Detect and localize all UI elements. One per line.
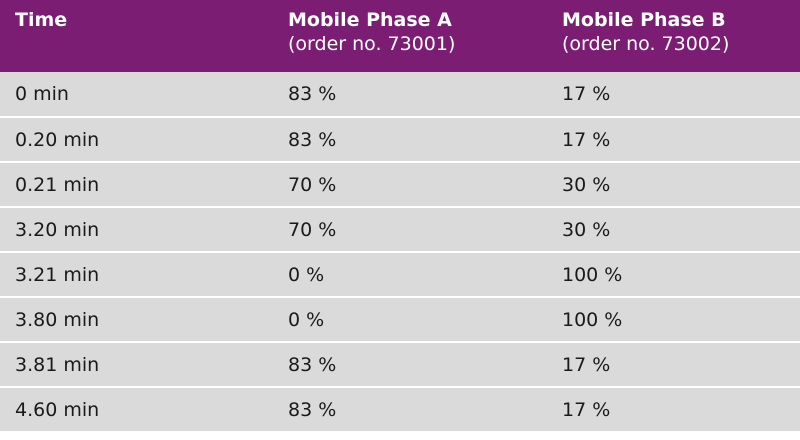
cell-phase-a: 0 % bbox=[288, 263, 325, 286]
table-row: 4.60 min 83 % 17 % bbox=[0, 387, 800, 432]
cell-phase-b: 17 % bbox=[562, 353, 611, 376]
cell-phase-b: 30 % bbox=[562, 218, 611, 241]
cell-phase-a: 70 % bbox=[288, 218, 337, 241]
table-row: 0.21 min 70 % 30 % bbox=[0, 162, 800, 207]
cell-phase-a: 70 % bbox=[288, 173, 337, 196]
table-row: 0.20 min 83 % 17 % bbox=[0, 117, 800, 162]
cell-time: 0 min bbox=[15, 83, 69, 105]
table-row: 3.20 min 70 % 30 % bbox=[0, 207, 800, 252]
cell-phase-b: 100 % bbox=[562, 308, 623, 331]
header-mobile-phase-a: Mobile Phase A (order no. 73001) bbox=[288, 0, 562, 72]
header-mobile-phase-a-title: Mobile Phase A bbox=[288, 9, 452, 31]
header-time: Time bbox=[0, 0, 288, 72]
cell-time: 3.81 min bbox=[15, 353, 100, 376]
cell-phase-a: 83 % bbox=[288, 398, 337, 421]
cell-phase-a: 83 % bbox=[288, 128, 337, 151]
cell-time: 4.60 min bbox=[15, 398, 100, 421]
header-time-title: Time bbox=[15, 9, 68, 31]
cell-time: 0.20 min bbox=[15, 128, 100, 151]
header-mobile-phase-b-order: (order no. 73002) bbox=[562, 33, 730, 55]
cell-time: 0.21 min bbox=[15, 173, 100, 196]
table-header: Time Mobile Phase A (order no. 73001) Mo… bbox=[0, 0, 800, 72]
table-body: 0 min 83 % 17 % 0.20 min 83 % 17 % 0.21 … bbox=[0, 72, 800, 432]
cell-time: 3.21 min bbox=[15, 263, 100, 286]
header-mobile-phase-b: Mobile Phase B (order no. 73002) bbox=[562, 0, 800, 72]
table-row: 3.21 min 0 % 100 % bbox=[0, 252, 800, 297]
cell-time: 3.80 min bbox=[15, 308, 100, 331]
cell-phase-a: 0 % bbox=[288, 308, 325, 331]
header-mobile-phase-a-order: (order no. 73001) bbox=[288, 33, 456, 55]
cell-phase-b: 100 % bbox=[562, 263, 623, 286]
table-row: 0 min 83 % 17 % bbox=[0, 72, 800, 117]
cell-phase-a: 83 % bbox=[288, 83, 337, 105]
cell-time: 3.20 min bbox=[15, 218, 100, 241]
cell-phase-b: 17 % bbox=[562, 128, 611, 151]
cell-phase-b: 17 % bbox=[562, 83, 611, 105]
cell-phase-b: 17 % bbox=[562, 398, 611, 421]
cell-phase-a: 83 % bbox=[288, 353, 337, 376]
table-row: 3.81 min 83 % 17 % bbox=[0, 342, 800, 387]
cell-phase-b: 30 % bbox=[562, 173, 611, 196]
table-row: 3.80 min 0 % 100 % bbox=[0, 297, 800, 342]
header-mobile-phase-b-title: Mobile Phase B bbox=[562, 9, 726, 31]
